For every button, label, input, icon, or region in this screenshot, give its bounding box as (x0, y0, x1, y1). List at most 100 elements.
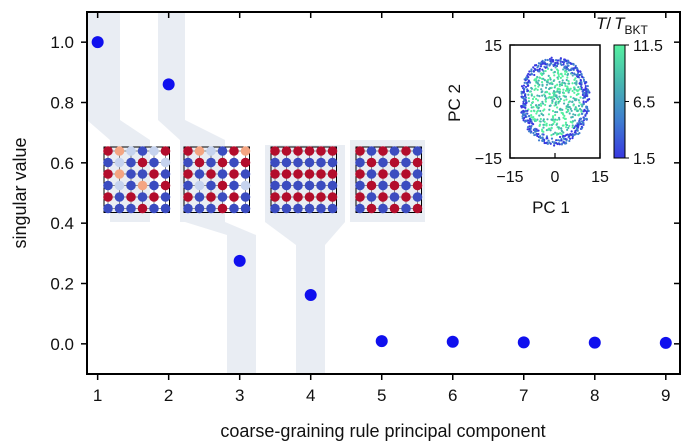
lattice-spin (270, 204, 280, 214)
lattice-spin (229, 158, 239, 168)
inset-point (542, 78, 544, 80)
colorbar-tick-label: 1.5 (633, 151, 655, 168)
inset-point (572, 134, 574, 136)
lattice-spin (103, 181, 113, 191)
inset-point (577, 126, 579, 128)
inset-point (549, 129, 551, 131)
inset-point (570, 108, 572, 110)
inset-point (521, 85, 523, 87)
inset-point (586, 107, 588, 109)
inset-point (556, 68, 558, 70)
inset-point (564, 71, 566, 73)
inset-point (530, 104, 532, 106)
lattice-spin (305, 192, 315, 202)
inset-point (538, 139, 540, 141)
inset-point (544, 59, 546, 61)
inset-point (543, 93, 545, 95)
lattice-spin (390, 181, 400, 191)
lattice-spin (183, 204, 193, 214)
lattice-spin (138, 158, 148, 168)
inset-point (528, 100, 530, 102)
inset-point (547, 140, 549, 142)
inset-point (542, 114, 544, 116)
lattice-spin (390, 192, 400, 202)
inset-point (530, 116, 532, 118)
inset-point (574, 82, 576, 84)
inset-point (577, 76, 579, 78)
lattice-spin (328, 192, 338, 202)
inset-point (567, 65, 569, 67)
inset-point (564, 85, 566, 87)
y-tick-label: 0.2 (50, 275, 74, 294)
inset-point (542, 136, 544, 138)
inset-point (551, 138, 553, 140)
inset-point (571, 130, 573, 132)
inset-point (525, 120, 527, 122)
inset-point (567, 60, 569, 62)
inset-point (562, 135, 564, 137)
inset-point (556, 132, 558, 134)
lattice-spin (206, 204, 216, 214)
inset-point (537, 133, 539, 135)
inset-point (532, 101, 534, 103)
x-tick-label: 8 (590, 386, 599, 405)
inset-point (553, 80, 555, 82)
inset-point (549, 142, 551, 144)
inset-point (581, 113, 583, 115)
inset-point (564, 95, 566, 97)
inset-point (559, 143, 561, 145)
inset-point (573, 92, 575, 94)
lattice-spin (401, 192, 411, 202)
inset-point (546, 137, 548, 139)
inset-point (571, 110, 573, 112)
inset-point (541, 95, 543, 97)
inset-point (586, 112, 588, 114)
inset-point (566, 129, 568, 131)
inset-point (542, 127, 544, 129)
inset-point (557, 98, 559, 100)
inset-point (558, 126, 560, 128)
lattice-spin (229, 181, 239, 191)
inset-x-title: PC 1 (532, 198, 570, 217)
inset-point (569, 133, 571, 135)
inset-point (530, 114, 532, 116)
inset-point (545, 67, 547, 69)
inset-point (580, 111, 582, 113)
inset-point (529, 82, 531, 84)
lattice-spin (401, 158, 411, 168)
lattice-spin (305, 158, 315, 168)
inset-point (532, 132, 534, 134)
lattice-spin (218, 181, 228, 191)
lattice-spin (115, 204, 125, 214)
inset-point (573, 86, 575, 88)
lattice-spin (183, 146, 193, 156)
inset-point (557, 78, 559, 80)
inset-point (562, 68, 564, 70)
lattice-spin (138, 146, 148, 156)
inset-point (536, 128, 538, 130)
inset-point (566, 76, 568, 78)
inset-point (568, 135, 570, 137)
inset-point (524, 82, 526, 84)
inset-point (555, 142, 557, 144)
data-point (447, 336, 459, 348)
lattice-spin (305, 169, 315, 179)
inset-point (587, 85, 589, 87)
lattice-spin (241, 169, 251, 179)
lattice-spin (305, 181, 315, 191)
lattice-spin (161, 204, 171, 214)
inset-point (564, 66, 566, 68)
lattice-spin (149, 158, 159, 168)
inset-point (551, 119, 553, 121)
inset-point (555, 104, 557, 106)
inset-point (585, 118, 587, 120)
lattice-spin (413, 204, 423, 214)
lattice-spin (316, 204, 326, 214)
colorbar-tick-label: 11.5 (633, 38, 663, 55)
lattice-spin (126, 158, 136, 168)
inset-point (552, 95, 554, 97)
inset-point (541, 69, 543, 71)
inset-point (553, 144, 555, 146)
inset-point (556, 119, 558, 121)
inset-point (535, 77, 537, 79)
